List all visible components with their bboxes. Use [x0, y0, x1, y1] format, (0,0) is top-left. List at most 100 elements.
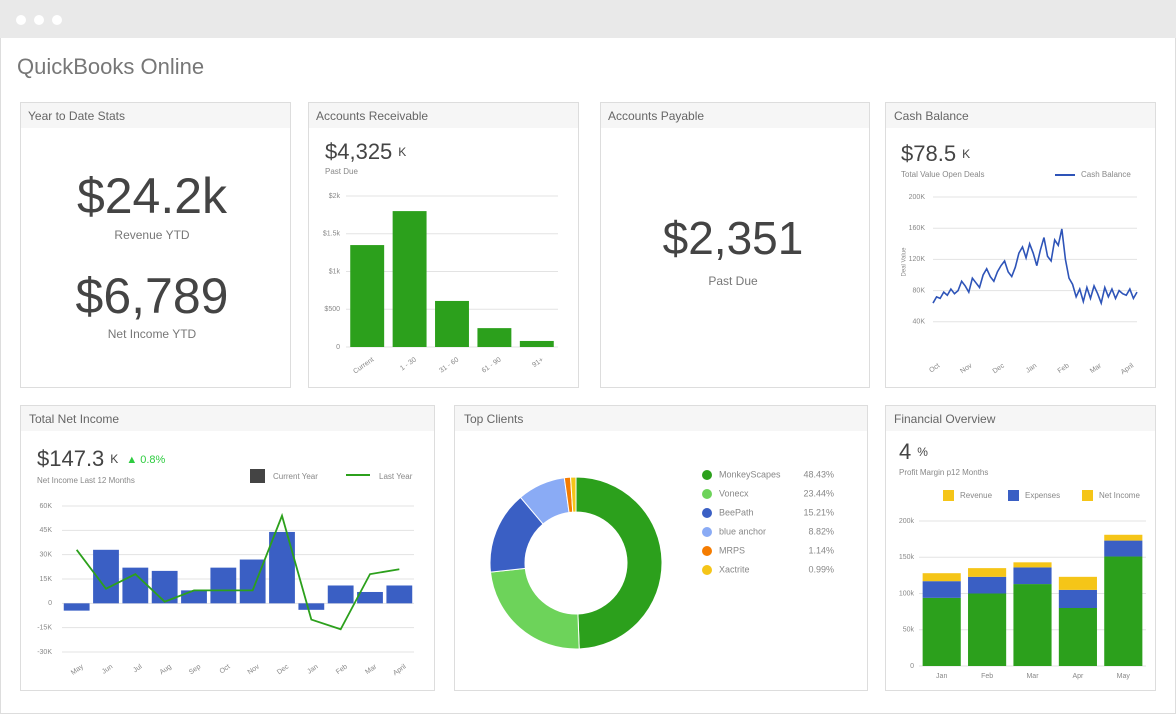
app-title: QuickBooks Online	[17, 54, 204, 79]
y-axis-label: Deal Value	[902, 247, 908, 277]
headline: $4,325 K	[325, 139, 406, 164]
stat-value: $24.2k	[77, 168, 228, 224]
bar	[327, 585, 354, 604]
legend-label: Expenses	[1025, 491, 1060, 500]
legend-label: Last Year	[379, 472, 413, 481]
caption: Past Due	[325, 167, 358, 176]
line	[75, 512, 400, 631]
panel-title: Top Clients	[464, 412, 523, 426]
y-tick-label: 160K	[909, 225, 926, 232]
window-dot[interactable]	[16, 15, 26, 25]
legend-swatch	[1082, 490, 1093, 501]
value-label: 8.82%	[808, 526, 834, 536]
headline: $147.3 K ▲ 0.8%	[37, 446, 166, 471]
bar-segment	[1013, 562, 1052, 568]
stat-label: Net Income YTD	[108, 327, 197, 341]
panel-title: Total Net Income	[29, 412, 119, 426]
panel-headers	[21, 103, 1155, 431]
bar	[386, 585, 413, 604]
bar-segment	[922, 573, 961, 582]
bar	[210, 567, 237, 604]
bar-segment	[1058, 608, 1097, 666]
legend-label: Vonecx	[719, 488, 749, 498]
caption: Past Due	[708, 274, 758, 288]
x-tick-label: May	[1117, 673, 1131, 680]
bar	[269, 531, 295, 604]
caption: Profit Margin p12 Months	[899, 468, 988, 477]
bar-segment	[968, 568, 1007, 577]
panel-header	[886, 103, 1155, 128]
bar	[181, 590, 207, 604]
y-tick-label: 0	[910, 663, 914, 670]
x-tick-label: Jul	[132, 663, 144, 674]
y-tick-label: $2k	[329, 193, 341, 200]
y-tick-label: 45K	[40, 527, 53, 534]
legend-swatch	[702, 470, 712, 480]
value-label: 23.44%	[803, 488, 834, 498]
headline-unit: K	[398, 145, 406, 159]
panel-header	[886, 406, 1155, 431]
panel-header	[309, 103, 578, 128]
headline-amount: 4	[899, 439, 911, 464]
panel-frames	[20, 102, 1156, 691]
value-label: 0.99%	[808, 564, 834, 574]
panel	[885, 102, 1156, 388]
legend-label: MRPS	[719, 545, 745, 555]
y-tick-label: -15K	[37, 625, 52, 632]
bar	[298, 603, 325, 610]
y-tick-label: 200K	[909, 194, 926, 201]
panel-title: Year to Date Stats	[28, 109, 125, 123]
y-tick-label: $1.5k	[323, 231, 341, 238]
headline-unit: K	[110, 452, 118, 466]
panel-title: Cash Balance	[894, 109, 969, 123]
window-dot[interactable]	[52, 15, 62, 25]
legend-label: Current Year	[273, 472, 318, 481]
legend-swatch	[702, 527, 712, 537]
line	[932, 228, 1138, 306]
y-tick-label: 80K	[913, 287, 926, 294]
bar	[357, 591, 383, 604]
bar-segment	[922, 597, 961, 666]
x-tick-label: Mar	[1026, 673, 1039, 680]
bar-segment	[1104, 540, 1143, 557]
headline-unit: %	[917, 445, 928, 459]
x-tick-label: Apr	[1072, 673, 1084, 680]
panel	[600, 102, 870, 388]
bar	[519, 340, 554, 347]
bar	[122, 567, 149, 604]
legend-label: Cash Balance	[1081, 170, 1131, 179]
donut-slice	[575, 476, 663, 650]
panel-title: Accounts Payable	[608, 109, 704, 123]
value-label: 48.43%	[803, 469, 834, 479]
y-tick-label: 0	[336, 344, 340, 351]
bar-segment	[1104, 556, 1143, 666]
legend-swatch	[1008, 490, 1019, 501]
panel-header	[455, 406, 867, 431]
y-tick-label: 200k	[899, 518, 915, 525]
caption: Total Value Open Deals	[901, 170, 984, 179]
legend-label: blue anchor	[719, 526, 766, 536]
panel-header	[601, 103, 869, 128]
y-tick-label: $500	[324, 306, 340, 313]
bar	[392, 211, 427, 347]
bar-segment	[1058, 576, 1097, 590]
window-dot[interactable]	[34, 15, 44, 25]
bar	[477, 328, 512, 347]
bar-segment	[968, 593, 1007, 666]
stat-value: $6,789	[76, 268, 229, 324]
headline-change: ▲ 0.8%	[126, 454, 165, 466]
y-tick-label: 0	[48, 600, 52, 607]
legend-swatch	[702, 546, 712, 556]
y-tick-label: 100k	[899, 590, 915, 597]
bar-segment	[1013, 567, 1052, 585]
panel	[20, 102, 291, 388]
bar	[435, 300, 469, 347]
legend-swatch	[702, 508, 712, 518]
panel-title: Financial Overview	[894, 412, 996, 426]
y-tick-label: 30K	[40, 552, 53, 559]
y-tick-label: 150k	[899, 554, 915, 561]
stat-label: Revenue YTD	[114, 228, 189, 242]
legend-swatch	[943, 490, 954, 501]
